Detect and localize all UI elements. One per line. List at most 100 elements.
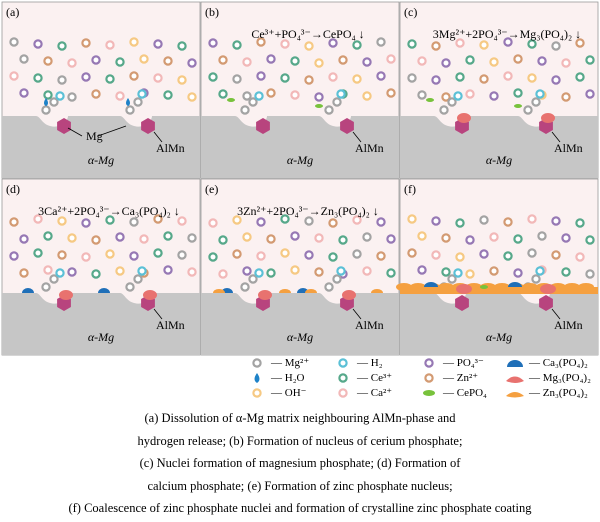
oh-ion — [479, 40, 489, 50]
h2-bubble — [535, 266, 545, 276]
phosphate-ion — [561, 233, 571, 243]
mg-ion — [479, 215, 489, 225]
phosphate-ion — [256, 217, 266, 227]
mg-ion — [125, 282, 135, 292]
zn-ion — [561, 92, 571, 102]
mg-ion — [352, 249, 362, 259]
ce-ion — [91, 269, 101, 279]
zn-ion — [489, 266, 499, 276]
ca-ion — [352, 215, 362, 225]
ce-ion — [57, 41, 67, 51]
h2o-symbol-icon — [254, 373, 260, 383]
zn-ion — [153, 214, 163, 224]
zn3po4-nucleus — [213, 289, 225, 293]
phosphate-ion — [256, 71, 266, 81]
ce-ion — [43, 90, 53, 100]
almn-pointer — [551, 131, 561, 143]
mg-ion — [527, 248, 537, 258]
mg-ion — [133, 97, 143, 107]
phosphate-ion — [376, 217, 386, 227]
phosphate-ion — [9, 251, 19, 261]
almn-pointer — [551, 308, 561, 320]
zn-ion — [407, 248, 417, 258]
phosphate-ion — [328, 38, 338, 48]
h2-symbol-icon — [338, 358, 348, 368]
h2-bubble — [535, 89, 545, 99]
ca-symbol-icon — [338, 388, 348, 398]
phosphate-ion — [551, 216, 561, 226]
phosphate-ion — [386, 234, 396, 244]
phosphate-ion — [163, 265, 173, 275]
legend-label: — Ce³⁺ — [357, 372, 393, 384]
mg-ion — [332, 274, 342, 284]
mg3po4-nucleus — [59, 290, 73, 300]
legend-label: — Mg₃(PO₄)₂ — [529, 372, 591, 384]
mg-ion — [332, 97, 342, 107]
cepo4-nucleus — [426, 98, 434, 102]
zn-ion — [91, 235, 101, 245]
panel-label: (a) — [6, 5, 19, 19]
legend-label: — PO₄³⁻ — [443, 357, 484, 369]
phosphate-ion — [537, 56, 547, 66]
oh-ion — [417, 231, 427, 241]
ca-ion — [9, 71, 19, 81]
panel-a: Mg (a) α-Mg AlMn — [1, 1, 201, 179]
zn-ion — [551, 250, 561, 260]
zn3po4-crystal — [438, 283, 454, 291]
reaction-equation: 3Zn²⁺+2PO₄³⁻→Zn₃(PO₄)₂ ↓ — [237, 204, 379, 218]
legend: — Mg²⁺ — H₂ — PO₄³⁻ — Ca₃(PO₄)₂ — H₂O — Ce³⁺ —… — [245, 355, 600, 405]
h2-bubble — [137, 266, 147, 276]
zn-ion — [376, 251, 386, 261]
mg-ion — [537, 231, 547, 241]
mg-ion — [531, 97, 541, 107]
oh-ion — [465, 269, 475, 279]
ca3po4-nucleus — [98, 288, 110, 293]
mg-ion — [49, 97, 59, 107]
ce-ion — [441, 267, 451, 277]
zn3-symbol-icon — [506, 392, 524, 398]
zn-ion — [304, 75, 314, 85]
phosphate-ion — [115, 232, 125, 242]
mg-ion — [129, 217, 139, 227]
h2-bubble — [55, 91, 65, 101]
phosphate-ion — [81, 72, 91, 82]
ce-ion — [266, 268, 276, 278]
oh-ion — [177, 75, 187, 85]
mg-ion — [531, 274, 541, 284]
ca-ion — [208, 218, 218, 228]
zn-ion — [503, 217, 513, 227]
ca-ion — [33, 214, 43, 224]
oh-ion — [115, 266, 125, 276]
reaction-equation: 3Mg²⁺+2PO₄³⁻→Mg₃(PO₄)₂ ↓ — [433, 27, 581, 41]
ca-ion — [115, 91, 125, 101]
ca-ion — [242, 57, 252, 67]
mg3po4-nucleus — [258, 290, 272, 300]
almn-phase — [57, 118, 71, 134]
mg-label: Mg — [86, 129, 103, 143]
oh-ion — [362, 91, 372, 101]
ca-ion — [561, 58, 571, 68]
almn-pointer — [153, 131, 163, 143]
mg-ion — [447, 97, 457, 107]
ca-ion — [455, 38, 465, 48]
po4-symbol-icon — [424, 358, 434, 368]
phosphate-ion — [129, 251, 139, 261]
panel-d: (d) 3Ca²⁺+2PO₄³⁻→Ca₃(PO₄)₂ ↓ α-Mg AlMn — [1, 178, 201, 356]
mg-symbol-icon — [252, 358, 262, 368]
h2-bubble — [336, 266, 346, 276]
mg3-symbol-icon — [506, 376, 524, 383]
zn-ion — [43, 56, 53, 66]
almn-label: AlMn — [156, 318, 185, 332]
phosphate-ion — [67, 267, 77, 277]
ce-ion — [163, 231, 173, 241]
mg-ion — [41, 282, 51, 292]
reaction-equation: 3Ca²⁺+2PO₄³⁻→Ca₃(PO₄)₂ ↓ — [38, 204, 180, 218]
zn3po4-nucleus — [279, 289, 291, 293]
corrosion-mechanism-diagram: Mg (a) α-Mg AlMn (b) Ce³⁺+PO₄³⁻→CePO₄ ↓ α-Mg Al… — [1, 1, 599, 356]
zn-ion — [431, 41, 441, 51]
almn-pointer — [153, 308, 163, 320]
zn-ion — [232, 249, 242, 259]
legend-label: — Zn₃(PO₄)₂ — [529, 387, 588, 399]
ce-ion — [352, 40, 362, 50]
zn3po4-crystal — [578, 283, 594, 291]
